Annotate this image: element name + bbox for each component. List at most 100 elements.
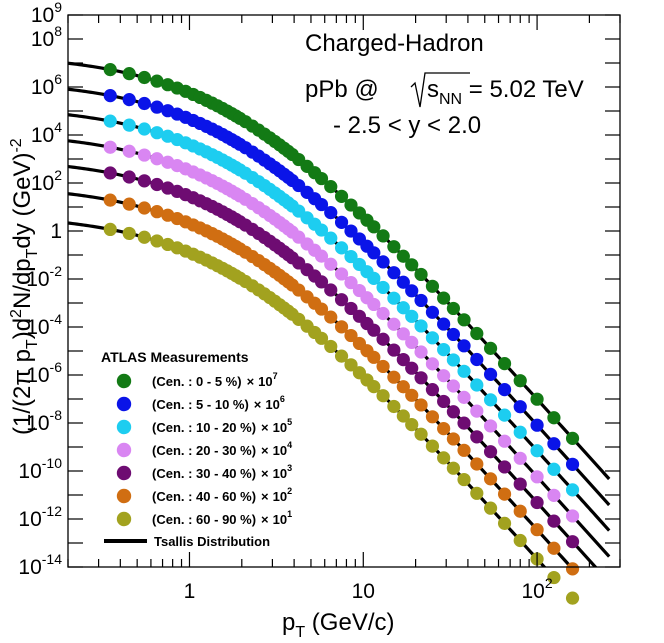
series-2-point [103,89,117,103]
series-1-point [497,356,512,371]
series-7-point [387,399,401,414]
y-tick-exponent: 4 [54,119,62,135]
series-1-point [565,431,580,445]
y-tick-base: 10 [31,4,54,27]
series-2-point [497,382,512,397]
x-axis-title: pT (GeV/c) [282,609,394,641]
series-4-point [150,152,164,166]
y-tick-base: 10 [26,412,49,435]
series-5-point [547,514,561,528]
series-2-point [314,197,329,212]
series-6-point [367,350,381,364]
x-axis-title-unit: (GeV/c) [305,609,394,636]
legend-label-4: (Cen. : 20 - 30 %) × 104 [152,440,292,458]
legend-scale-exp: 6 [280,394,285,404]
series-6-point [122,197,136,211]
series-1-point [150,74,164,88]
annotation-system-label: pPb @ [305,76,379,103]
series-3-point [150,126,164,140]
y-axis-title-sub-t1: T [24,339,41,349]
y-tick-base: 10 [18,460,41,483]
series-2-point [344,224,358,238]
series-7-point [367,380,381,394]
legend-name: (Cen. : 0 - 5 %) [152,374,242,389]
series-3-point [547,462,561,476]
series-6-point [150,205,164,219]
x-axis-title-p: p [282,609,295,636]
series-4-point [103,140,117,154]
series-7-point [314,331,329,345]
series-5-point [457,416,471,430]
series-1-point [387,240,401,254]
series-4-point [137,148,151,162]
series-6-point [497,487,512,501]
series-3-point [103,114,117,128]
y-tick-label: 1 [50,220,62,243]
legend-scale-base: 10 [273,466,287,481]
annotation-system: pPb @ [305,76,379,103]
series-5-point [437,394,451,409]
y-tick-label: 108 [31,23,62,51]
legend-times: × [261,489,269,504]
series-4-point [396,327,410,341]
series-3-point [483,393,498,407]
legend-label-2: (Cen. : 5 - 10 %) × 106 [152,394,285,412]
y-tick-label: 106 [31,71,62,99]
series-7-point [396,409,410,423]
y-axis-tick-labels: 109108106104102110-210-410-610-810-1010-… [18,0,62,579]
series-7-point [150,234,164,248]
series-1-point [103,63,117,77]
series-2-point [122,93,136,107]
y-axis-ticks [68,14,620,568]
x-tick-label: 102 [521,575,552,603]
annotation-sqrt-sub: NN [439,91,462,108]
series-1-point [483,341,498,355]
series-7-point [446,461,460,475]
y-axis-title-sup-2: 2 [8,309,25,318]
legend-name: (Cen. : 5 - 10 %) [152,397,249,412]
series-7-point [547,570,561,585]
legend-times: × [247,374,255,389]
series-5-point [565,535,580,549]
y-tick-label: 102 [31,167,62,195]
series-2-point [324,206,338,220]
legend-marker-4 [116,442,132,458]
series-3-point [530,444,544,458]
y-tick-label: 10-4 [26,311,62,339]
series-5-point [122,170,136,184]
y-axis-title-part-2: )d [9,318,36,339]
legend: ATLAS Measurements (Cen. : 0 - 5 %) × 107(… [101,349,292,549]
series-5-point [470,430,484,444]
series-6-point [565,562,580,576]
y-tick-base: 10 [26,364,49,387]
series-3-point [565,483,580,497]
series-7-point [470,486,484,500]
series-4-point [334,267,349,281]
y-axis-title-part-4: dy (GeV) [9,153,36,249]
series-4-point [414,345,428,359]
series-3-point [414,319,428,333]
series-6-point [137,201,151,215]
series-1-point [457,313,471,327]
series-3-point [334,241,349,255]
y-tick-label: 10-6 [26,359,62,387]
series-6-point [513,504,527,518]
series-3-point [324,231,338,245]
series-7-point [376,389,390,403]
legend-scale-base: 10 [265,397,279,412]
sqrt-sign [410,72,470,108]
y-tick-exponent: -12 [42,503,62,519]
series-7-point [483,501,498,515]
legend-times: × [261,466,269,481]
series-2-point [470,352,484,367]
series-4-point [565,509,580,523]
series-6-point [414,398,428,412]
legend-name: (Cen. : 10 - 20 %) [152,420,256,435]
annotation-sqrt-s: sNN = 5.02 TeV [427,76,584,108]
series-3-point [446,353,460,367]
series-1-point [344,198,358,212]
series-1-point [314,171,329,186]
series-1-point [513,374,527,388]
y-tick-base: 10 [26,316,49,339]
series-3-point [137,122,151,136]
